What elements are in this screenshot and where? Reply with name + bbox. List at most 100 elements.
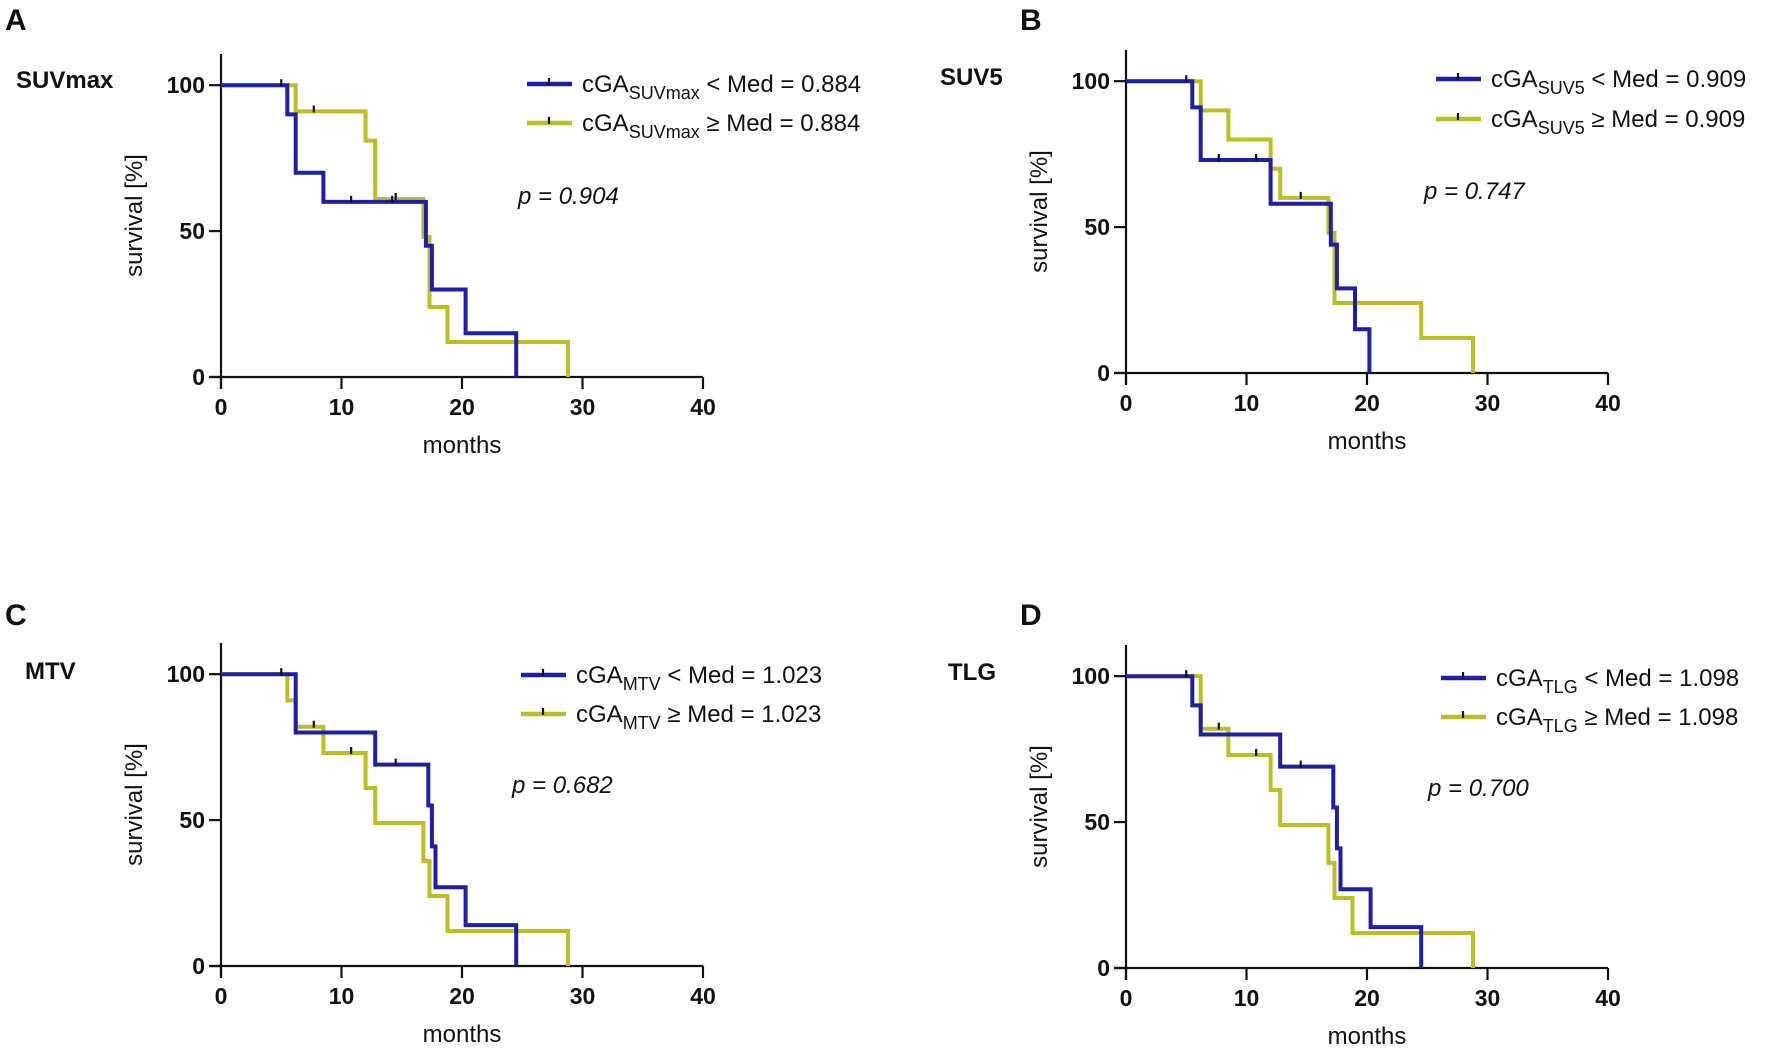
y-tick-label: 100 <box>167 661 205 687</box>
x-axis-label: months <box>423 432 502 459</box>
panel-c: C MTV survival [%] months p = 0.682 0 50 1… <box>5 599 822 1048</box>
panel-letter: C <box>5 599 27 632</box>
legend-prefix: cGA <box>582 71 629 98</box>
panel-d: D TLG survival [%] months p = 0.700 0 50 1… <box>948 599 1739 1050</box>
legend-prefix: cGA <box>1491 106 1538 133</box>
x-tick-label: 0 <box>215 983 228 1009</box>
y-axis-label: survival [%] <box>1026 150 1053 273</box>
y-tick-label: 100 <box>1072 68 1110 94</box>
legend-subscript: TLG <box>1543 716 1578 736</box>
legend-subscript: SUVmax <box>629 122 700 142</box>
panel-title: MTV <box>25 658 76 685</box>
x-tick-label: 40 <box>1595 985 1621 1011</box>
x-tick-label: 10 <box>1234 985 1260 1011</box>
legend-label-high: cGASUV5 ≥ Med = 0.909 <box>1491 106 1745 138</box>
x-tick-label: 0 <box>215 394 228 420</box>
survival-curve-high <box>221 83 570 377</box>
x-axis-label: months <box>1328 428 1407 455</box>
legend-suffix: ≥ Med = 0.909 <box>1585 106 1746 133</box>
legend-suffix: < Med = 0.884 <box>700 71 861 98</box>
x-tick-label: 30 <box>570 983 596 1009</box>
x-axis-label: months <box>1328 1023 1407 1050</box>
legend: cGASUV5 < Med = 0.909 cGASUV5 ≥ Med = 0.9… <box>1436 66 1746 138</box>
y-tick-label: 50 <box>179 807 205 833</box>
legend-label-low: cGASUVmax < Med = 0.884 <box>582 71 861 103</box>
p-value: p = 0.747 <box>1423 178 1526 205</box>
legend-subscript: SUVmax <box>629 83 700 103</box>
legend-label-low: cGATLG < Med = 1.098 <box>1496 665 1739 697</box>
legend-prefix: cGA <box>1496 665 1543 692</box>
y-tick-label: 50 <box>1084 809 1110 835</box>
y-tick-label: 50 <box>1084 214 1110 240</box>
legend-prefix: cGA <box>576 662 623 689</box>
x-tick-label: 20 <box>449 394 475 420</box>
panel-a: A SUVmax survival [%] months p = 0.904 0… <box>5 4 861 459</box>
x-tick-label: 40 <box>690 394 716 420</box>
y-tick-label: 0 <box>1097 360 1110 386</box>
y-axis-label: survival [%] <box>121 743 148 866</box>
y-tick-label: 50 <box>179 218 205 244</box>
legend-label-high: cGATLG ≥ Med = 1.098 <box>1496 704 1738 736</box>
x-tick-label: 40 <box>690 983 716 1009</box>
x-tick-label: 10 <box>1234 390 1260 416</box>
plot-area: 0 50 100 0 10 20 30 40 <box>167 643 716 1009</box>
panel-letter: A <box>5 4 27 37</box>
y-tick-label: 100 <box>167 72 205 98</box>
legend-subscript: SUV5 <box>1538 118 1585 138</box>
x-tick-label: 0 <box>1120 985 1133 1011</box>
p-value: p = 0.904 <box>517 183 619 210</box>
legend-subscript: TLG <box>1543 677 1578 697</box>
y-axis-label: survival [%] <box>121 154 148 277</box>
legend-suffix: ≥ Med = 0.884 <box>700 110 861 137</box>
panel-letter: D <box>1020 599 1042 632</box>
y-axis-label: survival [%] <box>1026 745 1053 868</box>
legend-label-low: cGASUV5 < Med = 0.909 <box>1491 66 1746 98</box>
x-tick-label: 40 <box>1595 390 1621 416</box>
y-tick-label: 0 <box>1097 955 1110 981</box>
survival-curve-low <box>1126 79 1372 373</box>
legend-suffix: < Med = 1.098 <box>1578 665 1739 692</box>
survival-curve-low <box>221 83 519 377</box>
legend-prefix: cGA <box>1496 704 1543 731</box>
legend-prefix: cGA <box>582 110 629 137</box>
x-tick-label: 30 <box>1475 390 1501 416</box>
survival-curve-low <box>1126 674 1424 968</box>
x-tick-label: 30 <box>1475 985 1501 1011</box>
legend-subscript: SUV5 <box>1538 78 1585 98</box>
panel-title: SUVmax <box>16 67 114 94</box>
survival-curve-high <box>221 672 570 966</box>
legend-subscript: MTV <box>623 713 661 733</box>
survival-curve-high <box>1126 79 1475 373</box>
panel-b: B SUV5 survival [%] months p = 0.747 0 50… <box>940 4 1746 455</box>
x-tick-label: 20 <box>1354 985 1380 1011</box>
survival-curve-high <box>1126 674 1475 968</box>
legend-suffix: ≥ Med = 1.098 <box>1578 704 1739 731</box>
x-axis-label: months <box>423 1021 502 1048</box>
x-tick-label: 10 <box>329 983 355 1009</box>
panel-title: SUV5 <box>940 64 1003 91</box>
legend-label-low: cGAMTV < Med = 1.023 <box>576 662 822 694</box>
y-tick-label: 0 <box>192 953 205 979</box>
x-tick-label: 0 <box>1120 390 1133 416</box>
survival-curve-low <box>221 672 519 966</box>
plot-area: 0 50 100 0 10 20 30 40 <box>1072 50 1621 416</box>
legend-suffix: < Med = 0.909 <box>1585 66 1746 93</box>
panel-letter: B <box>1020 4 1042 37</box>
legend-label-high: cGAMTV ≥ Med = 1.023 <box>576 701 821 733</box>
x-tick-label: 20 <box>449 983 475 1009</box>
p-value: p = 0.700 <box>1427 775 1529 802</box>
legend-prefix: cGA <box>576 701 623 728</box>
plot-area: 0 50 100 0 10 20 30 40 <box>167 54 716 420</box>
y-tick-label: 0 <box>192 364 205 390</box>
x-tick-label: 10 <box>329 394 355 420</box>
y-tick-label: 100 <box>1072 663 1110 689</box>
x-tick-label: 20 <box>1354 390 1380 416</box>
legend-subscript: MTV <box>623 674 661 694</box>
legend-suffix: ≥ Med = 1.023 <box>661 701 822 728</box>
panel-title: TLG <box>948 659 996 686</box>
p-value: p = 0.682 <box>511 772 613 799</box>
